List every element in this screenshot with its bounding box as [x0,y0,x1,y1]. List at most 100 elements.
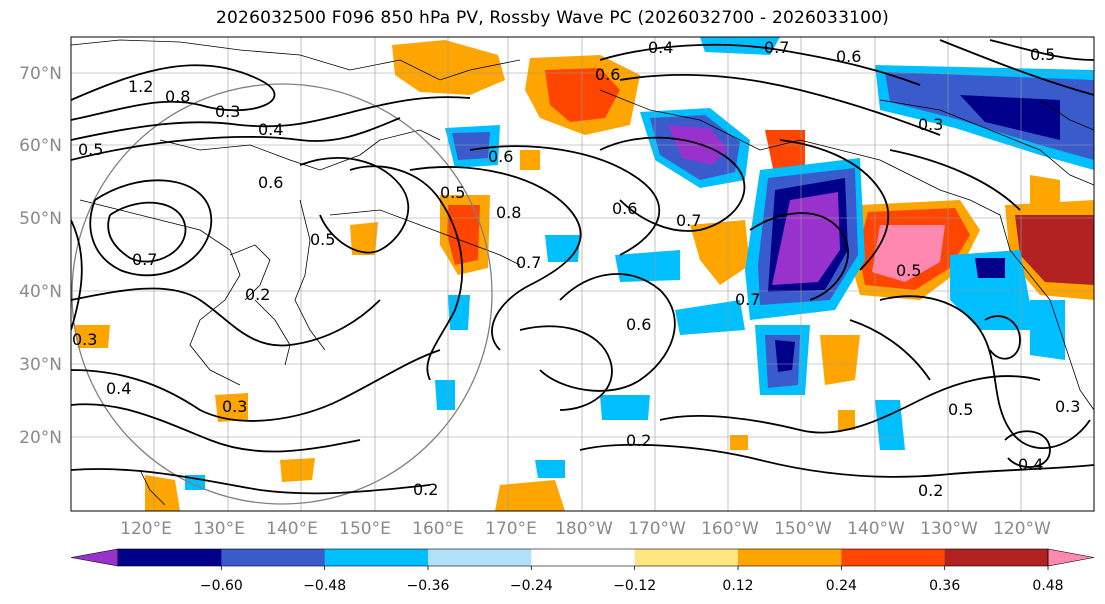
contour-label: 0.2 [413,480,438,499]
warm-blob [838,410,855,430]
contour-label: 0.4 [1018,455,1043,474]
contour-label: 0.2 [245,285,270,304]
contour-label: 0.5 [440,183,465,202]
cool-blob [545,235,580,262]
colorbar-extend-low [70,548,119,567]
lon-label: 170°W [628,519,686,539]
longitude-labels: 120°E 130°E 140°E 150°E 160°E 170°E 180°… [120,519,1051,539]
contour-label: 0.5 [1030,45,1055,64]
contour-label: 0.8 [165,87,190,106]
colorbar-segments [70,548,1095,567]
warm-blob [820,335,860,385]
warm-blob [1015,215,1094,285]
contour-labels: 0.4 0.7 0.6 0.5 1.2 0.8 0.3 0.4 0.5 0.6 … [72,38,1080,500]
lat-label: 20°N [19,428,62,448]
colorbar-outline [117,548,1049,567]
warm-blob [75,325,110,348]
lat-label: 60°N [19,136,62,156]
colorbar-segment [221,549,326,566]
colorbar-extend-high [1047,548,1095,567]
warm-blob [280,458,315,482]
lon-label: 150°E [339,519,391,539]
colorbar-segment [324,549,429,566]
contour-label: 0.3 [1055,397,1080,416]
lat-label: 50°N [19,209,62,229]
cool-blob [452,132,490,160]
contour-label: 0.6 [836,47,861,66]
colorbar-tick-label: 0.48 [1032,578,1063,594]
lon-label: 120°W [993,519,1051,539]
lat-label: 40°N [19,282,62,302]
colorbar-tick-label: −0.36 [407,578,450,594]
contour-label: 0.5 [948,400,973,419]
contour-label: 0.2 [626,431,651,450]
warm-blob [1030,175,1060,210]
colorbar-segment [428,549,532,566]
range-circle [71,83,493,505]
colorbar-segment [531,549,636,566]
contour-label: 0.5 [78,140,103,159]
contour-label: 0.7 [735,290,760,309]
coastlines [71,39,1094,506]
colorbar-tick-label: −0.12 [613,578,656,594]
contour-label: 0.7 [764,38,789,57]
colorbar-segment [118,549,222,566]
colorbar-tick-label: −0.24 [510,578,553,594]
lon-label: 160°W [701,519,759,539]
warm-blob [495,480,565,511]
cool-blob [960,95,1060,140]
contour-label: 0.5 [310,230,335,249]
colorbar-segment [738,549,842,566]
cool-blob [615,250,680,282]
contour-label: 0.4 [258,120,283,139]
warm-blob [872,225,945,282]
colorbar-tick-label: 0.24 [826,578,857,594]
contour-label: 0.3 [72,330,97,349]
colorbar-tick-label: 0.12 [722,578,753,594]
lon-label: 140°E [266,519,318,539]
pv-shading [75,37,1094,511]
lon-label: 150°W [774,519,832,539]
contour-label: 0.3 [222,397,247,416]
cool-blob [535,460,565,478]
lon-label: 140°W [847,519,905,539]
contour-label: 0.3 [918,115,943,134]
colorbar-tick-label: −0.60 [200,578,243,594]
colorbar-segment [944,549,1049,566]
contour-label: 0.7 [516,253,541,272]
contour-label: 0.6 [595,65,620,84]
contour-label: 0.7 [132,250,157,269]
warm-blob [730,435,748,450]
contour-label: 0.5 [896,261,921,280]
colorbar-segment [634,549,739,566]
warm-blob [447,205,480,265]
warm-blob [690,220,750,285]
lon-label: 120°E [120,519,172,539]
lon-label: 130°W [920,519,978,539]
lon-label: 180°W [555,519,613,539]
latitude-labels: 70°N 60°N 50°N 40°N 30°N 20°N [19,64,62,448]
pv-contours [71,39,1094,495]
contour-label: 1.2 [128,77,153,96]
contour-label: 0.6 [612,199,637,218]
colorbar: −0.60 −0.48 −0.36 −0.24 −0.12 0.12 0.24 0.36 0.4… [70,548,1095,594]
contour-label: 0.6 [488,147,513,166]
contour-label: 0.8 [496,203,521,222]
contour-label: 0.7 [676,211,701,230]
warm-blob [392,40,505,95]
cool-blob [950,250,1035,330]
warm-blob [545,68,620,122]
contour-label: 0.4 [106,379,131,398]
cool-blob [772,192,840,285]
lon-label: 170°E [485,519,537,539]
colorbar-tick-label: 0.36 [929,578,960,594]
warm-blob [215,393,248,422]
contour-label: 0.3 [215,102,240,121]
cool-blob [775,340,795,372]
cool-blob [675,300,745,335]
cool-blob [600,395,650,420]
lat-label: 30°N [19,355,62,375]
figure-title: 2026032500 F096 850 hPa PV, Rossby Wave … [216,8,889,28]
lon-label: 160°E [412,519,464,539]
